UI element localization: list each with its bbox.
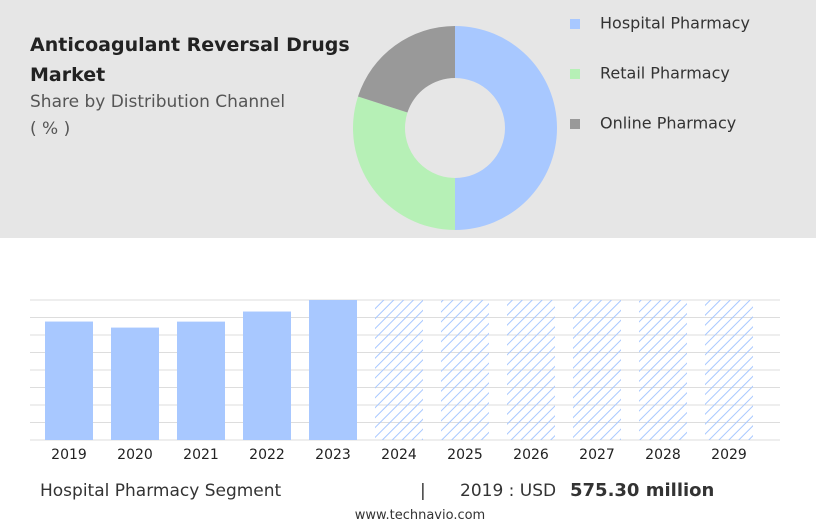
legend-swatch [570, 119, 580, 129]
forecast-placeholder [639, 300, 687, 440]
x-tick-label: 2026 [513, 447, 549, 463]
x-tick-label: 2021 [183, 447, 219, 463]
bar [309, 300, 357, 440]
forecast-placeholder [375, 300, 423, 440]
forecast-placeholder [441, 300, 489, 440]
footer-year: 2019 : USD [460, 481, 557, 501]
footer-amount: 575.30 million [570, 480, 715, 501]
x-tick-label: 2028 [645, 447, 681, 463]
bar [243, 311, 291, 440]
donut-slice [455, 26, 557, 230]
x-tick-label: 2024 [381, 447, 417, 463]
chart-unit: ( % ) [30, 119, 71, 139]
bar [45, 321, 93, 440]
x-tick-label: 2027 [579, 447, 615, 463]
forecast-placeholder [573, 300, 621, 440]
legend-label: Online Pharmacy [600, 114, 736, 133]
legend-label: Hospital Pharmacy [600, 14, 750, 33]
x-tick-label: 2020 [117, 447, 153, 463]
x-tick-label: 2022 [249, 447, 285, 463]
x-tick-label: 2019 [51, 447, 87, 463]
footer-segment: Hospital Pharmacy Segment [40, 481, 282, 501]
legend-swatch [570, 19, 580, 29]
bar [111, 327, 159, 440]
legend-label: Retail Pharmacy [600, 64, 730, 83]
x-tick-label: 2025 [447, 447, 483, 463]
legend-swatch [570, 69, 580, 79]
x-tick-label: 2023 [315, 447, 351, 463]
forecast-placeholder [507, 300, 555, 440]
footer-separator: | [420, 481, 426, 501]
x-tick-label: 2029 [711, 447, 747, 463]
footer-source: www.technavio.com [354, 508, 486, 523]
bar [177, 321, 225, 440]
donut-slice [357, 26, 455, 113]
forecast-placeholder [705, 300, 753, 440]
donut-slice [353, 96, 455, 230]
chart-title: Anticoagulant Reversal Drugs Market [30, 34, 350, 86]
chart-subtitle: Share by Distribution Channel [30, 92, 286, 112]
